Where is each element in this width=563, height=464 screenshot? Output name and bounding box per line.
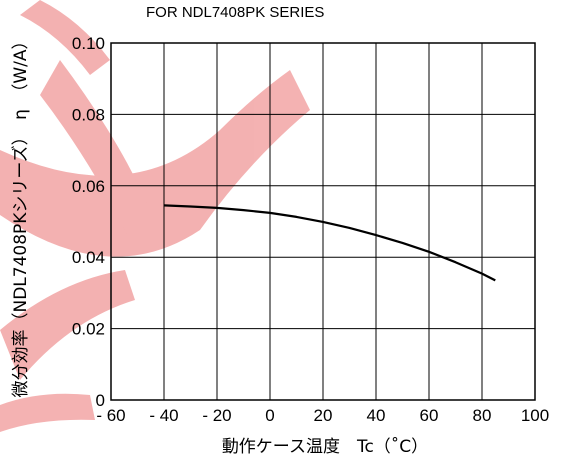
x-tick-label: 0 <box>265 406 274 425</box>
series-line-0 <box>163 204 496 282</box>
y-tick-label: 0.10 <box>72 34 105 53</box>
watermark-stroke-4 <box>20 0 110 75</box>
watermark-stroke-2 <box>40 60 150 240</box>
x-tick-label: - 40 <box>149 406 178 425</box>
chart-title: FOR NDL7408PK SERIES <box>146 4 324 21</box>
x-tick-label: 60 <box>420 406 439 425</box>
x-axis-title: 動作ケース温度 Tc（˚C） <box>222 436 428 457</box>
plot-frame <box>110 42 536 401</box>
x-tick-label: 100 <box>521 406 549 425</box>
x-tick-label: 20 <box>314 406 333 425</box>
watermark <box>0 0 310 432</box>
y-tick-label: 0.02 <box>72 320 105 339</box>
x-tick-label: 80 <box>473 406 492 425</box>
x-tick-label: - 60 <box>96 406 125 425</box>
y-axis-title: 微分効率（NDL7408PKシリーズ） η （W/A） <box>11 32 31 397</box>
x-tick-label: 40 <box>367 406 386 425</box>
y-tick-label: 0.08 <box>72 105 105 124</box>
watermark-stroke-1 <box>0 70 310 257</box>
x-tick-label: - 20 <box>202 406 231 425</box>
x-tick-labels: - 60 - 40 - 20 0 20 40 60 80 100 <box>96 406 549 425</box>
watermark-stroke-5 <box>0 393 95 432</box>
y-tick-label: 0.06 <box>72 177 105 196</box>
y-tick-labels: 0 0.02 0.04 0.06 0.08 0.10 <box>72 34 105 410</box>
y-tick-label: 0 <box>96 391 105 410</box>
series-group <box>163 204 496 282</box>
watermark-stroke-3 <box>0 270 135 380</box>
y-tick-label: 0.04 <box>72 248 105 267</box>
